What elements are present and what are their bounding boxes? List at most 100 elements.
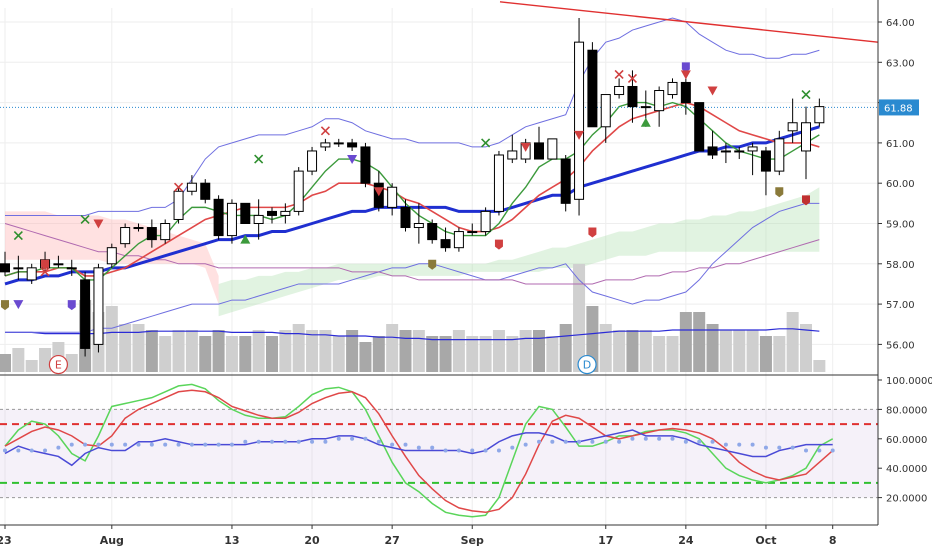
candle-body (680, 81, 691, 104)
candle-body (814, 106, 825, 124)
x-tick-label: Oct (755, 534, 776, 547)
candle-body (560, 158, 571, 204)
oscillator-dot (470, 448, 475, 453)
y-tick-label: 58.00 (886, 260, 915, 271)
triangle-up-marker (640, 117, 651, 127)
volume-bar (452, 330, 465, 372)
oscillator-dot (216, 442, 221, 447)
oscillator-dot (243, 439, 248, 444)
oscillator-dot (83, 442, 88, 447)
volume-bar (346, 330, 359, 372)
volume-bar (412, 330, 425, 372)
y-tick-label: 63.00 (886, 58, 915, 69)
candle-body (160, 223, 171, 241)
volume-bar (519, 330, 532, 372)
candle-body (0, 263, 10, 273)
volume-bar (693, 312, 706, 372)
event-marker-circle (48, 354, 69, 375)
volume-bar (225, 336, 238, 372)
oscillator-dot (3, 448, 7, 453)
volume-bar (266, 336, 278, 372)
candle-body (293, 170, 304, 212)
pentagon-marker (67, 300, 76, 311)
oscillator-dot (510, 445, 515, 450)
y-tick-label: 56.00 (886, 340, 915, 351)
candle-body (654, 90, 665, 112)
candle-body (734, 150, 745, 153)
oscillator-line (4, 383, 834, 518)
candle-body (133, 227, 144, 230)
oscillator-dot (723, 442, 728, 447)
event-marker-label: E (55, 359, 62, 372)
triangle-down-marker (13, 300, 24, 310)
ma-slow (4, 125, 820, 286)
volume-bar (492, 330, 505, 372)
candle-body (507, 150, 518, 160)
oscillator-dot (830, 448, 835, 453)
oscillator-dot (643, 436, 648, 441)
ma-mid (4, 101, 820, 277)
oscillator-dot (203, 442, 208, 447)
oscillator-dot (777, 445, 782, 450)
candle-body (787, 122, 798, 132)
chart-grid (0, 8, 878, 525)
volume-bar (212, 330, 225, 372)
triangle-down-marker (520, 142, 531, 152)
candle-body (667, 81, 678, 96)
triangle-down-marker (574, 130, 585, 140)
oscillator-dot (136, 442, 141, 447)
volume-bar (25, 360, 38, 372)
triangle-down-marker (680, 70, 691, 80)
osc-y-tick-label: 40.0000 (886, 464, 927, 475)
x-tick-label: 13 (224, 534, 239, 547)
volume-bar (573, 264, 586, 372)
volume-bar (800, 324, 812, 372)
volume-bar (105, 306, 118, 372)
oscillator-dot (617, 439, 622, 444)
volume-bar (119, 324, 132, 372)
volume-bar (733, 330, 746, 372)
volume-bar (786, 312, 799, 372)
oscillator-dot (630, 436, 635, 441)
volume-bar (719, 330, 732, 372)
volume-bar (466, 336, 479, 372)
oscillator-dot (550, 439, 555, 444)
volume-bar (359, 342, 372, 372)
oscillator-dot (590, 439, 595, 444)
volume-bar (653, 336, 666, 372)
volume-bars (0, 264, 826, 372)
candle-body (587, 49, 598, 128)
candle-body (333, 142, 344, 145)
y-tick-label: 57.00 (886, 300, 915, 311)
candle-body (574, 41, 585, 200)
oscillator-dot (310, 439, 315, 444)
candle-body (400, 206, 411, 229)
x-tick-label: Aug (100, 534, 124, 547)
cross-marker (614, 69, 624, 79)
candle-body (66, 267, 77, 270)
candle-body (747, 146, 758, 152)
candle-body (80, 279, 91, 349)
oscillator-line (4, 429, 833, 467)
oscillator-dot (683, 439, 688, 444)
volume-bar (773, 336, 786, 372)
pentagon-marker (588, 227, 597, 238)
volume-bar (145, 330, 158, 372)
volume-bar (533, 330, 545, 372)
pentagon-marker (775, 187, 784, 198)
candle-body (534, 142, 544, 160)
x-tick-label: 24 (678, 534, 694, 547)
oscillator-dot (256, 439, 261, 444)
x-tick-label: 17 (598, 534, 613, 547)
ma-fast (4, 101, 820, 281)
oscillator-dot (176, 442, 181, 447)
pentagon-marker (428, 259, 437, 270)
candle-body (106, 247, 117, 265)
pentagon-marker (41, 259, 50, 270)
candle-body (627, 85, 638, 108)
oscillator-dot (189, 442, 194, 447)
y-tick-label: 60.00 (886, 179, 915, 190)
